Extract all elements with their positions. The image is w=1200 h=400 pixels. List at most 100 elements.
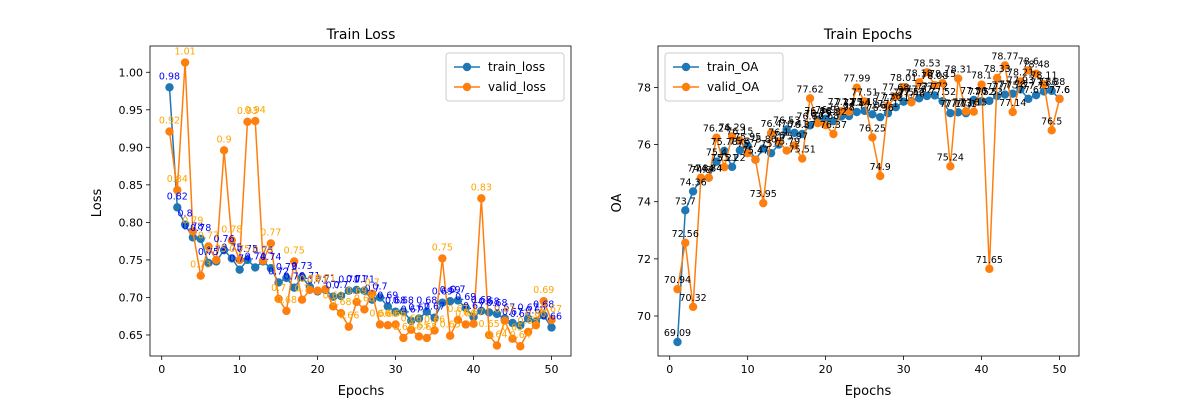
valid-OA-point: [720, 162, 729, 172]
train-loss-data-label: 0.98: [159, 71, 180, 82]
valid-OA-point: [938, 78, 947, 88]
train-OA-data-label: 77.72: [921, 81, 948, 92]
train-loss-data-label: 0.69: [440, 285, 461, 296]
train-loss-point: [329, 292, 338, 301]
valid-loss-legend-marker: [462, 82, 472, 92]
valid-OA-data-label: 76.25: [859, 123, 886, 134]
valid-loss-data-label: 0.64: [510, 330, 531, 341]
oa-x-tick-label: 50: [1053, 363, 1067, 376]
valid-loss-point: [375, 320, 385, 329]
valid-OA-legend-marker: [681, 82, 691, 92]
train-loss-data-label: 0.67: [408, 302, 429, 313]
train-OA-data-label: 77.5: [893, 88, 914, 99]
train-OA-data-label: 76.96: [867, 103, 894, 114]
valid-OA-data-label: 78.77: [991, 51, 1018, 62]
train-loss-title: Train Loss: [326, 27, 396, 43]
valid-loss-point: [469, 319, 478, 328]
valid-OA-data-label: 71.65: [976, 255, 1003, 266]
valid-loss-data-label: 0.65: [416, 322, 437, 333]
train-OA-data-label: 75.78: [711, 137, 738, 148]
valid-OA-data-label: 70.32: [679, 293, 706, 304]
valid-loss-data-label: 0.65: [502, 323, 523, 334]
train-OA-data-label: 76.67: [796, 111, 823, 122]
valid-loss-data-label: 0.66: [377, 309, 398, 320]
valid-OA-data-label: 75.51: [789, 145, 816, 156]
valid-loss-point: [422, 333, 431, 343]
train-loss-data-label: 0.76: [213, 234, 234, 245]
train-loss-data-label: 0.71: [315, 274, 336, 285]
valid-OA-point: [969, 107, 978, 116]
train-epochs-xlabel: Epochs: [845, 384, 892, 399]
valid-loss-point: [500, 316, 509, 325]
train-OA-data-label: 77.13: [945, 98, 972, 109]
train-loss-data-label: 0.68: [486, 298, 507, 309]
valid-OA-data-label: 77.17: [828, 97, 855, 108]
train-loss-data-label: 0.67: [463, 301, 484, 312]
train-loss-data-label: 0.8: [178, 209, 193, 220]
valid-loss-point: [188, 227, 198, 236]
train-loss-point: [477, 306, 486, 316]
valid-OA-point: [852, 83, 862, 92]
oa-legend: train_OA valid_OA: [664, 52, 784, 102]
train-OA-data-label: 77.73: [1023, 81, 1050, 92]
valid-loss-point: [352, 297, 361, 307]
valid-OA-point: [782, 146, 791, 155]
train-loss-data-label: 0.78: [182, 221, 203, 232]
valid-loss-data-label: 0.75: [229, 244, 250, 255]
train-loss-point: [516, 321, 525, 330]
valid-OA-point: [844, 107, 854, 116]
train-loss-data-label: 0.67: [424, 302, 445, 313]
valid-loss-point: [523, 327, 533, 337]
valid-OA-point: [681, 238, 690, 248]
train-loss-data-label: 0.75: [252, 245, 273, 256]
train-loss-data-label: 0.75: [206, 245, 227, 256]
valid-OA-data-label: 75.97: [781, 131, 808, 142]
train-epochs-panel: Train Epochs Epochs OA 0 10 20 30 40 50 70 72 74…: [610, 27, 1080, 399]
train-loss-point: [290, 283, 299, 292]
train-OA-point: [743, 141, 752, 151]
train-OA-data-label: 76.98: [828, 103, 855, 114]
train-loss-data-label: 0.71: [346, 274, 367, 285]
valid-OA-point: [922, 68, 932, 77]
loss-legend: train_loss valid_loss: [445, 52, 565, 102]
valid-OA-point: [1047, 126, 1056, 135]
train-loss-data-label: 0.75: [198, 247, 219, 258]
train-OA-data-label: 77.31: [882, 93, 909, 104]
valid-OA-data-label: 78.1: [971, 71, 992, 82]
valid-OA-data-label: 75.21: [711, 153, 738, 164]
valid-OA-point: [860, 97, 869, 106]
valid-loss-point: [360, 305, 369, 314]
valid-loss-point: [344, 322, 354, 331]
valid-loss-data-label: 0.67: [463, 308, 484, 319]
valid-loss-point: [204, 242, 213, 251]
valid-OA-point: [946, 162, 955, 171]
train-loss-point: [196, 234, 205, 244]
train-OA-point: [790, 128, 799, 138]
valid-loss-point: [516, 342, 525, 351]
valid-loss-point: [212, 255, 221, 265]
valid-loss-data-label: 0.68: [330, 297, 351, 308]
train-loss-data-label: 0.68: [471, 295, 492, 306]
valid-OA-point: [743, 148, 752, 158]
valid-loss-point: [438, 254, 447, 263]
valid-OA-data-label: 77.99: [843, 74, 870, 85]
valid-OA-data-label: 76.5: [1041, 116, 1062, 127]
valid-loss-data-label: 1.01: [175, 47, 196, 58]
train-OA-data-label: 77.52: [968, 87, 995, 98]
train-loss-data-label: 0.68: [479, 296, 500, 307]
train-OA-point: [852, 107, 862, 117]
train-loss-point: [461, 303, 470, 313]
train-OA-data-label: 77.52: [929, 87, 956, 98]
train-OA-point: [782, 125, 791, 134]
oa-y-tick-label: 74: [637, 196, 651, 209]
valid-loss-data-label: 0.66: [424, 314, 445, 325]
train-loss-data-label: 0.75: [221, 242, 242, 253]
train-OA-point: [1000, 90, 1010, 99]
valid-OA-data-label: 76.37: [820, 120, 847, 131]
valid-OA-point: [751, 155, 760, 164]
train-epochs-ylabel: OA: [610, 193, 625, 212]
valid-OA-data-label: 75.79: [773, 137, 800, 148]
valid-loss-data-label: 0.78: [221, 224, 242, 235]
train-loss-panel: Train Loss Epochs Loss 0 10 20 30 40 500.650.…: [90, 27, 572, 399]
train-OA-point: [883, 108, 893, 118]
